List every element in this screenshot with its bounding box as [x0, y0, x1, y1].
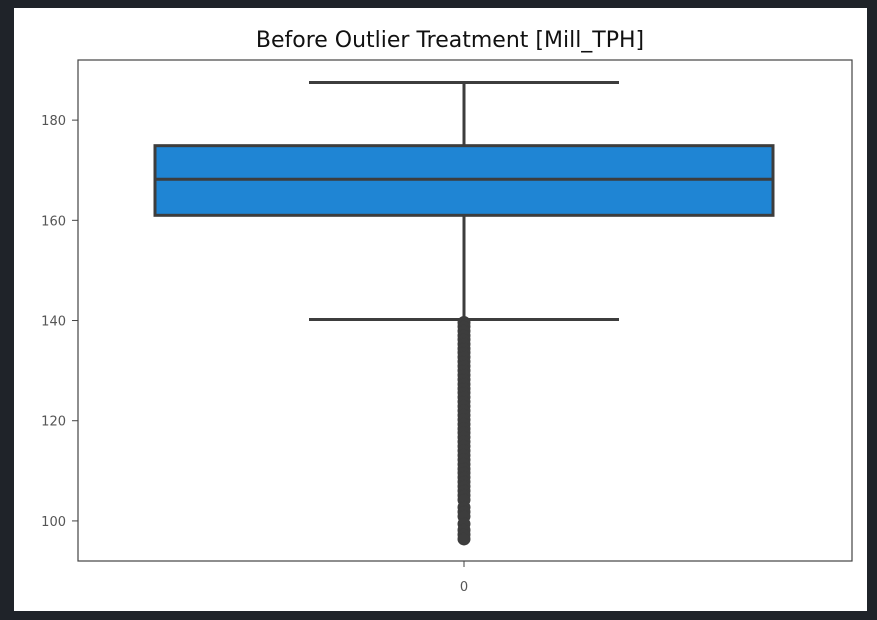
- x-tick-label: 0: [460, 580, 468, 595]
- chart-title: Before Outlier Treatment [Mill_TPH]: [256, 28, 644, 53]
- y-tick-label: 140: [41, 315, 66, 330]
- figure-frame: Before Outlier Treatment [Mill_TPH] 100 1…: [14, 8, 867, 611]
- boxplot-chart: Before Outlier Treatment [Mill_TPH] 100 1…: [41, 28, 853, 595]
- outlier-point: [457, 532, 471, 546]
- axes-frame: [77, 59, 853, 562]
- y-tick-label: 100: [41, 515, 66, 530]
- y-tick-label: 120: [41, 415, 66, 430]
- y-tick-label: 180: [41, 114, 66, 129]
- y-tick-label: 160: [41, 214, 66, 229]
